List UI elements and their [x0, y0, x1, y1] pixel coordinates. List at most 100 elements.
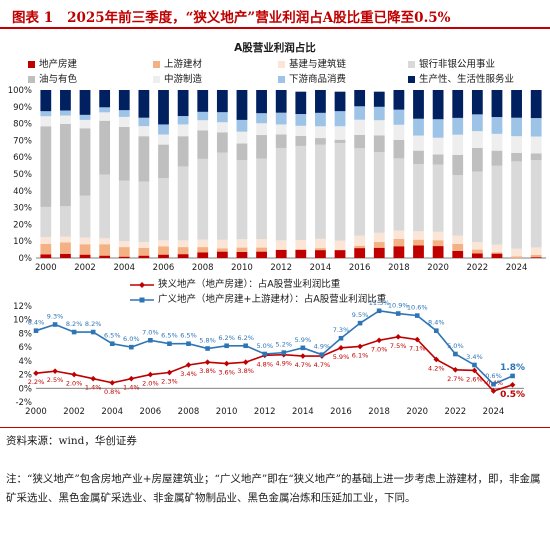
bar-segment: [295, 114, 307, 126]
bar-segment: [197, 252, 209, 258]
line-series-path: [35, 336, 513, 392]
bar-legend-item: 上游建材: [153, 56, 202, 70]
line-y-tick-label: 2%: [19, 371, 33, 381]
bar-segment: [118, 247, 130, 257]
bar-legend-item: 银行非银公用事业: [408, 56, 495, 70]
line-point: [490, 388, 497, 394]
bar-segment: [138, 126, 150, 137]
bar-y-tick-label: 10%: [13, 237, 32, 247]
bar-segment: [315, 248, 326, 251]
bar-segment: [138, 255, 150, 258]
bar-segment: [452, 175, 464, 236]
bar-segment: [197, 90, 209, 112]
bar-segment: [413, 245, 424, 258]
bar-segment: [177, 247, 189, 255]
line-point: [109, 380, 116, 386]
bar-segment: [275, 147, 287, 241]
line-point: [453, 351, 458, 357]
line-point: [128, 375, 135, 382]
line-legend-label: 狭义地产（地产房建）：占A股营业利润比重: [158, 279, 341, 290]
bar-legend-label: 上游建材: [164, 59, 203, 70]
line-data-label: 10.6%: [407, 304, 428, 312]
line-data-label: 6.1%: [352, 351, 369, 359]
bar-segment: [138, 136, 150, 182]
line-data-label: 0.8%: [104, 388, 121, 396]
bar-segment: [236, 251, 248, 258]
line-x-tick-label: 2014: [292, 407, 314, 417]
bar-segment: [452, 90, 464, 118]
bar-segment: [60, 90, 71, 111]
bar-segment: [432, 240, 444, 247]
line-point: [185, 362, 192, 368]
line-data-label: 7.0%: [142, 328, 159, 336]
line-point: [491, 381, 496, 387]
line-point: [338, 335, 344, 341]
line-y-tick-label: 4%: [19, 357, 33, 367]
line-data-label: 4.8%: [256, 360, 273, 368]
bar-segment: [354, 106, 366, 120]
line-data-label: 6.2%: [237, 334, 254, 342]
bar-legend-item: 油与有色: [28, 71, 77, 85]
bar-segment: [138, 247, 150, 256]
bar-segment: [334, 240, 346, 250]
bar-segment: [236, 239, 248, 248]
bar-segment: [471, 90, 483, 115]
bar-segment: [413, 231, 424, 240]
line-point: [471, 367, 478, 374]
bar-segment: [354, 248, 366, 258]
bar-segment: [530, 160, 542, 248]
bar-segment: [432, 231, 444, 241]
bar-segment: [99, 244, 111, 256]
line-data-label: 3.8%: [199, 367, 216, 375]
bar-segment: [79, 119, 91, 129]
bar-x-tick-label: 2016: [349, 263, 371, 273]
bar-segment: [256, 251, 267, 258]
line-data-label: 4.9%: [276, 360, 293, 368]
bar-x-tick-label: 2022: [467, 263, 489, 273]
bar-segment: [177, 240, 189, 248]
bar-segment: [334, 91, 346, 112]
bar-segment: [432, 119, 444, 138]
line-data-label: 8.2%: [85, 320, 102, 328]
bar-segment: [138, 181, 150, 243]
bar-segment: [216, 239, 228, 249]
line-data-label: 7.0%: [371, 345, 388, 353]
bar-segment: [275, 124, 287, 135]
bar-legend-swatch: [28, 76, 35, 83]
bar-segment: [295, 249, 307, 250]
line-x-tick-label: 2016: [330, 407, 352, 417]
line-data-label: 7.1%: [409, 345, 426, 353]
bar-segment: [315, 112, 326, 127]
line-point: [242, 359, 249, 366]
bar-legend-item: 基建与建筑链: [278, 56, 346, 70]
bar-x-tick-label: 2012: [270, 263, 292, 273]
bar-legend-label: 下游商品消费: [289, 74, 347, 85]
bar-segment: [315, 250, 326, 258]
bar-segment: [491, 252, 503, 254]
bar-segment: [99, 112, 111, 121]
bar-legend-label: 地产房建: [39, 59, 78, 70]
bar-segment: [256, 239, 267, 248]
line-point: [376, 337, 382, 344]
bar-segment: [275, 249, 287, 258]
line-point: [262, 351, 268, 357]
bar-segment: [315, 126, 326, 139]
bar-segment: [138, 90, 150, 118]
line-point: [433, 356, 440, 363]
bar-legend-swatch: [153, 76, 160, 83]
bar-segment: [99, 238, 111, 245]
bar-segment: [40, 237, 52, 244]
bar-segment: [138, 242, 150, 248]
bar-x-tick-label: 2024: [506, 263, 528, 273]
line-data-label: 5.8%: [199, 337, 216, 345]
figure-label: 图表 1: [12, 10, 54, 26]
bar-segment: [197, 247, 209, 253]
bar-segment: [79, 237, 91, 245]
bar-segment: [40, 90, 52, 112]
bar-segment: [511, 136, 522, 153]
bar-segment: [256, 135, 267, 159]
bar-segment: [373, 247, 385, 258]
bar-segment: [275, 134, 287, 148]
bar-segment: [471, 131, 483, 148]
bar-segment: [275, 112, 287, 125]
